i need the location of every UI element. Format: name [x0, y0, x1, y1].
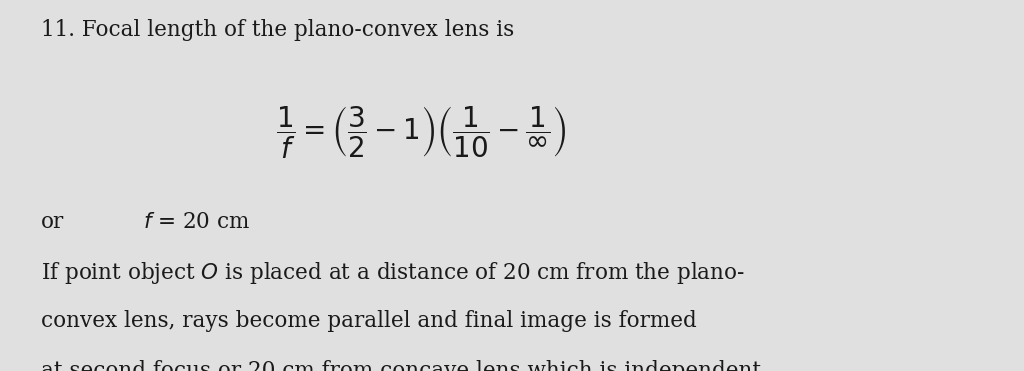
Text: $f$ = 20 cm: $f$ = 20 cm	[143, 211, 251, 233]
Text: or: or	[41, 211, 65, 233]
Text: 11. Focal length of the plano-convex lens is: 11. Focal length of the plano-convex len…	[41, 19, 514, 40]
Text: at second focus or 20 cm from concave lens which is independent: at second focus or 20 cm from concave le…	[41, 360, 761, 371]
Text: convex lens, rays become parallel and final image is formed: convex lens, rays become parallel and fi…	[41, 310, 696, 332]
Text: $\dfrac{1}{f} = \left(\dfrac{3}{2} - 1\right)\left(\dfrac{1}{10} - \dfrac{1}{\in: $\dfrac{1}{f} = \left(\dfrac{3}{2} - 1\r…	[276, 104, 567, 160]
Text: If point object $O$ is placed at a distance of 20 cm from the plano-: If point object $O$ is placed at a dista…	[41, 260, 744, 286]
